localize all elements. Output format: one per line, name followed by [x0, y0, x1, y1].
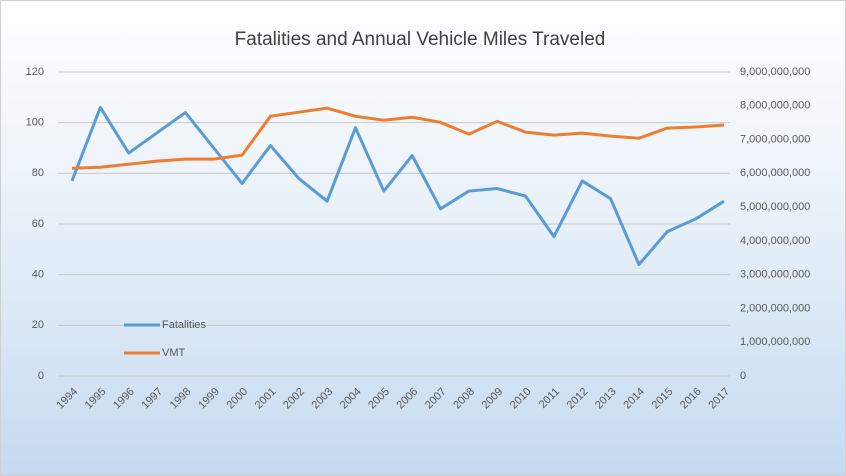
y2-tick-label: 7,000,000,000	[740, 133, 810, 145]
y-tick-label: 40	[32, 269, 44, 281]
y2-tick-label: 0	[740, 370, 746, 382]
y2-tick-label: 9,000,000,000	[740, 66, 810, 78]
y-tick-label: 60	[32, 218, 44, 230]
y2-tick-label: 3,000,000,000	[740, 269, 810, 281]
y-tick-label: 20	[32, 319, 44, 331]
y-tick-label: 0	[38, 370, 44, 382]
series-line	[70, 105, 725, 267]
legend-label: VMT	[162, 347, 186, 359]
y-tick-label: 120	[26, 66, 44, 78]
y2-tick-label: 2,000,000,000	[740, 302, 810, 314]
chart-title: Fatalities and Annual Vehicle Miles Trav…	[235, 29, 606, 50]
y-tick-label: 80	[32, 167, 44, 179]
y-tick-label: 100	[26, 117, 44, 129]
y2-tick-label: 1,000,000,000	[740, 336, 810, 348]
y2-tick-label: 5,000,000,000	[740, 201, 810, 213]
series-line	[71, 106, 725, 170]
y2-tick-label: 4,000,000,000	[740, 235, 810, 247]
y2-tick-label: 8,000,000,000	[740, 100, 810, 112]
y2-tick-label: 6,000,000,000	[740, 167, 810, 179]
legend-label: Fatalities	[162, 319, 207, 331]
